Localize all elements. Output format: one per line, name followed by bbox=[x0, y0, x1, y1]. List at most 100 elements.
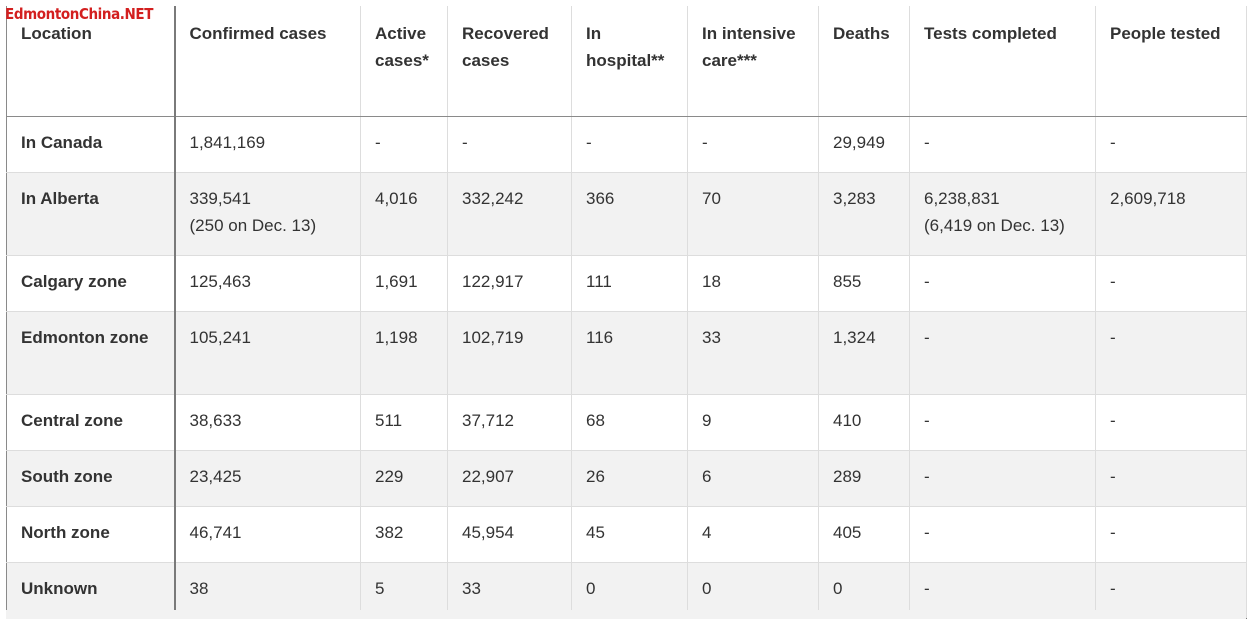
cell-active: 1,198 bbox=[360, 311, 448, 395]
cell-deaths: 410 bbox=[818, 394, 910, 451]
cell-active-value: 4,016 bbox=[375, 189, 418, 208]
cell-confirmed: 1,841,169 bbox=[174, 116, 361, 173]
cell-active: 511 bbox=[360, 394, 448, 451]
cell-deaths: 405 bbox=[818, 506, 910, 563]
cell-tests-value: - bbox=[924, 411, 930, 430]
cell-recovered: 332,242 bbox=[447, 172, 572, 256]
header-icu: In intensive care*** bbox=[687, 6, 819, 117]
cell-deaths: 1,324 bbox=[818, 311, 910, 395]
cell-location: Calgary zone bbox=[6, 255, 176, 312]
cell-deaths-value: 0 bbox=[833, 579, 843, 598]
cell-confirmed: 339,541 (250 on Dec. 13) bbox=[174, 172, 361, 256]
cell-deaths: 0 bbox=[818, 562, 910, 619]
cell-recovered-value: 45,954 bbox=[462, 523, 514, 542]
cell-active: 1,691 bbox=[360, 255, 448, 312]
cell-people-value: 2,609,718 bbox=[1110, 189, 1186, 208]
cell-people-value: - bbox=[1110, 467, 1116, 486]
cell-location-value: North zone bbox=[21, 523, 110, 542]
cell-tests: - bbox=[909, 394, 1096, 451]
cell-icu: 33 bbox=[687, 311, 819, 395]
cell-hospital-value: 111 bbox=[586, 272, 612, 291]
cell-icu-value: 6 bbox=[702, 467, 712, 486]
cell-people: - bbox=[1095, 116, 1247, 173]
header-hospital: In hospital** bbox=[571, 6, 688, 117]
cell-tests: - bbox=[909, 450, 1096, 507]
cell-recovered-value: 22,907 bbox=[462, 467, 514, 486]
cell-recovered: 102,719 bbox=[447, 311, 572, 395]
cell-people: - bbox=[1095, 450, 1247, 507]
cell-active-value: - bbox=[375, 133, 381, 152]
table-row: South zone 23,425 229 22,907 26 6 289 - - bbox=[6, 450, 1247, 507]
cell-confirmed: 38,633 bbox=[174, 394, 361, 451]
cell-location: North zone bbox=[6, 506, 176, 563]
cell-hospital-value: 45 bbox=[586, 523, 605, 542]
cell-active: 229 bbox=[360, 450, 448, 507]
cell-location: South zone bbox=[6, 450, 176, 507]
cell-tests: - bbox=[909, 255, 1096, 312]
cell-people: - bbox=[1095, 394, 1247, 451]
cell-location: Central zone bbox=[6, 394, 176, 451]
table-header-row: Location Confirmed cases Active cases* R… bbox=[6, 6, 1247, 117]
header-recovered: Recovered cases bbox=[447, 6, 572, 117]
cell-confirmed: 105,241 bbox=[174, 311, 361, 395]
cell-icu-value: 18 bbox=[702, 272, 721, 291]
cell-confirmed-value: 125,463 bbox=[189, 272, 251, 291]
cell-active-value: 1,198 bbox=[375, 328, 418, 347]
table-row: Unknown 38 5 33 0 0 0 - - bbox=[6, 562, 1247, 619]
cell-hospital-value: 0 bbox=[586, 579, 596, 598]
cell-hospital-value: - bbox=[586, 133, 592, 152]
cell-hospital: 0 bbox=[571, 562, 688, 619]
cell-recovered: 33 bbox=[447, 562, 572, 619]
cell-location-value: Central zone bbox=[21, 411, 124, 430]
cell-hospital: 111 bbox=[571, 255, 688, 312]
cell-icu-value: 0 bbox=[702, 579, 712, 598]
cell-location-value: South zone bbox=[21, 467, 113, 486]
cell-people-value: - bbox=[1110, 272, 1116, 291]
cell-icu-value: 70 bbox=[702, 189, 721, 208]
table-footer-bar bbox=[6, 610, 1246, 619]
cell-active: 4,016 bbox=[360, 172, 448, 256]
cell-deaths: 3,283 bbox=[818, 172, 910, 256]
cell-hospital: 116 bbox=[571, 311, 688, 395]
header-active: Active cases* bbox=[360, 6, 448, 117]
cell-hospital: - bbox=[571, 116, 688, 173]
cell-people-value: - bbox=[1110, 523, 1116, 542]
cell-deaths-value: 289 bbox=[833, 467, 862, 486]
cell-people-value: - bbox=[1110, 411, 1116, 430]
cell-tests-value: - bbox=[924, 467, 930, 486]
cell-hospital: 366 bbox=[571, 172, 688, 256]
cell-confirmed-value: 38 bbox=[189, 579, 209, 598]
cell-confirmed-value: 23,425 bbox=[189, 467, 242, 486]
cell-location: In Alberta bbox=[6, 172, 176, 256]
table-row: In Alberta 339,541 (250 on Dec. 13) 4,016 33… bbox=[6, 172, 1247, 256]
table-row: North zone 46,741 382 45,954 45 4 405 - - bbox=[6, 506, 1247, 563]
cell-recovered-value: 332,242 bbox=[462, 189, 524, 208]
cell-icu: 0 bbox=[687, 562, 819, 619]
header-people: People tested bbox=[1095, 6, 1247, 117]
cell-tests: - bbox=[909, 506, 1096, 563]
cell-recovered: 122,917 bbox=[447, 255, 572, 312]
cell-active-value: 511 bbox=[375, 411, 403, 430]
cell-confirmed-note: (250 on Dec. 13) bbox=[189, 216, 317, 235]
cell-tests-value: - bbox=[924, 523, 930, 542]
cell-people: - bbox=[1095, 311, 1247, 395]
cell-location-value: Unknown bbox=[21, 579, 98, 598]
cell-hospital-value: 68 bbox=[586, 411, 605, 430]
cell-deaths: 289 bbox=[818, 450, 910, 507]
cell-tests-value: - bbox=[924, 579, 930, 598]
cell-deaths: 29,949 bbox=[818, 116, 910, 173]
cell-recovered: - bbox=[447, 116, 572, 173]
table-body: In Canada 1,841,169 - - - - 29,949 - - In Alberta… bbox=[6, 116, 1247, 619]
table-row: Edmonton zone 105,241 1,198 102,719 116 33 1,3… bbox=[6, 311, 1247, 395]
cell-deaths: 855 bbox=[818, 255, 910, 312]
covid-stats-table: Location Confirmed cases Active cases* R… bbox=[6, 6, 1247, 619]
watermark-logo: EdmontonChina.NET bbox=[5, 5, 154, 23]
cell-recovered-value: 122,917 bbox=[462, 272, 524, 291]
table-row: Central zone 38,633 511 37,712 68 9 410 - - bbox=[6, 394, 1247, 451]
cell-hospital: 68 bbox=[571, 394, 688, 451]
cell-deaths-value: 405 bbox=[833, 523, 862, 542]
cell-deaths-value: 3,283 bbox=[833, 189, 876, 208]
cell-tests-value: - bbox=[924, 272, 930, 291]
cell-deaths-value: 29,949 bbox=[833, 133, 885, 152]
